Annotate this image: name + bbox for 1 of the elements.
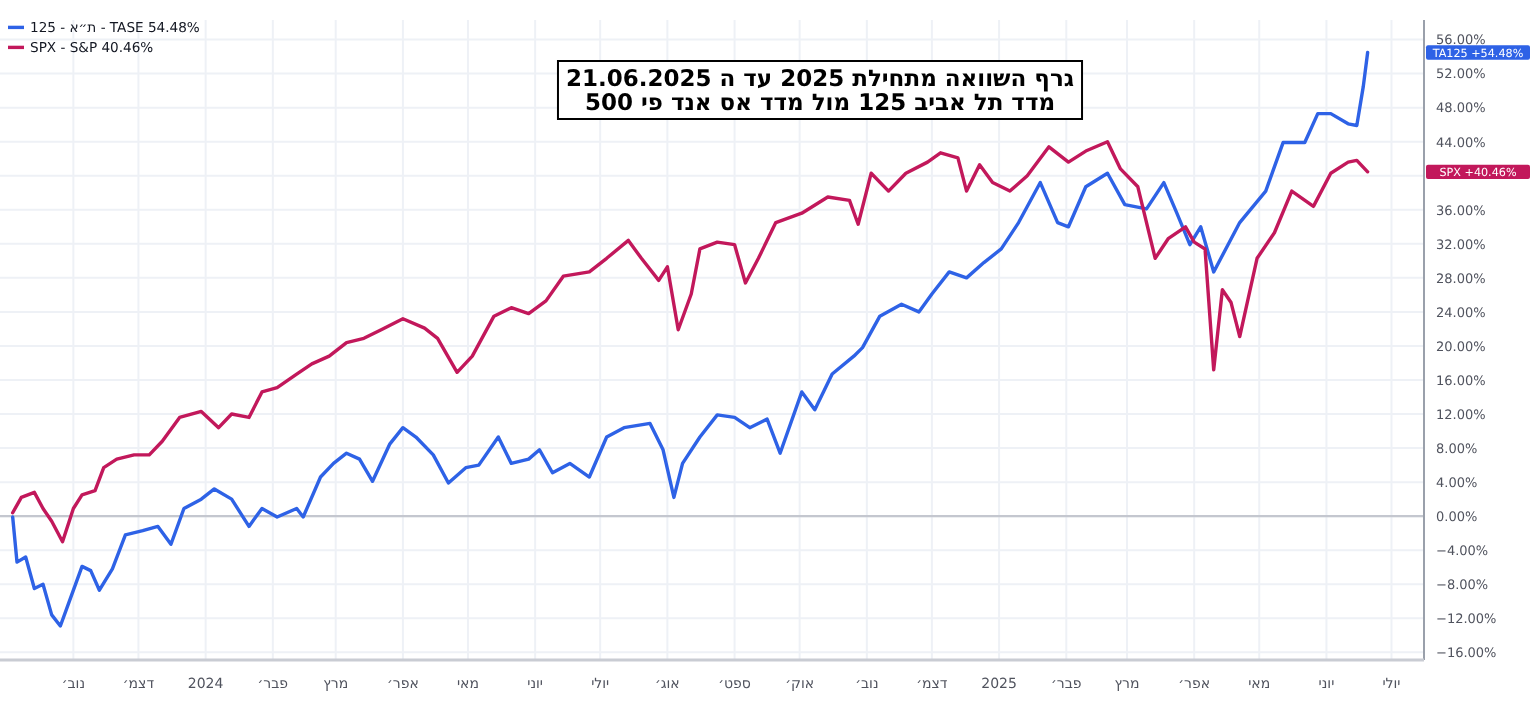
title-box: גרף השוואה מתחילת 2025 עד ה 21.06.2025 מדד תל אביב 125 מול מדד אס אנד פי 500 [556, 60, 1084, 120]
